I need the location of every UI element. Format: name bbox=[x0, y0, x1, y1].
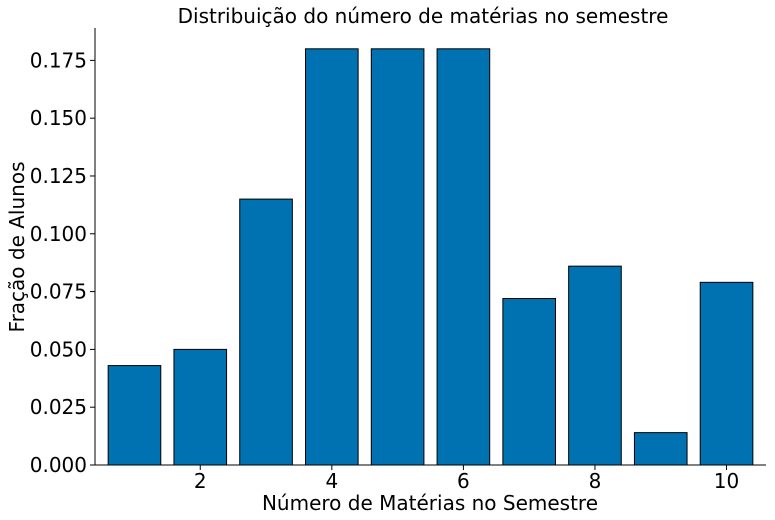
axes-layer bbox=[94, 28, 766, 466]
bar-5 bbox=[370, 48, 425, 466]
y-tick-label: 0.000 bbox=[30, 453, 87, 477]
y-tick-label: 0.150 bbox=[30, 106, 87, 130]
x-tick-label: 4 bbox=[325, 469, 338, 493]
y-tick-label: 0.075 bbox=[30, 280, 87, 304]
y-tick-label: 0.125 bbox=[30, 164, 87, 188]
x-axis-label: Número de Matérias no Semestre bbox=[262, 491, 598, 515]
y-axis-label: Fração de Alunos bbox=[5, 162, 29, 333]
chart-title: Distribuição do número de matérias no se… bbox=[178, 4, 669, 28]
bar-1 bbox=[107, 365, 162, 466]
x-tick-label: 8 bbox=[589, 469, 602, 493]
y-tick-label: 0.100 bbox=[30, 222, 87, 246]
bars-layer bbox=[107, 48, 754, 466]
bar-7 bbox=[502, 298, 556, 466]
x-ticks: 2 4 6 8 10 bbox=[194, 465, 739, 493]
bar-3 bbox=[239, 198, 293, 466]
x-tick-label: 2 bbox=[194, 469, 207, 493]
bar-9 bbox=[633, 432, 688, 466]
bar-6 bbox=[436, 48, 491, 466]
x-tick-label: 10 bbox=[714, 469, 739, 493]
y-tick-label: 0.025 bbox=[30, 395, 87, 419]
bar-8 bbox=[568, 265, 622, 466]
y-tick-label: 0.175 bbox=[30, 48, 87, 72]
bar-10 bbox=[699, 281, 754, 466]
y-tick-label: 0.050 bbox=[30, 337, 87, 361]
x-tick-label: 6 bbox=[457, 469, 470, 493]
bar-2 bbox=[173, 348, 228, 466]
bar-4 bbox=[305, 48, 359, 466]
y-ticks: 0.000 0.025 0.050 0.075 0.100 0.125 0.150 0.175 bbox=[30, 48, 95, 477]
